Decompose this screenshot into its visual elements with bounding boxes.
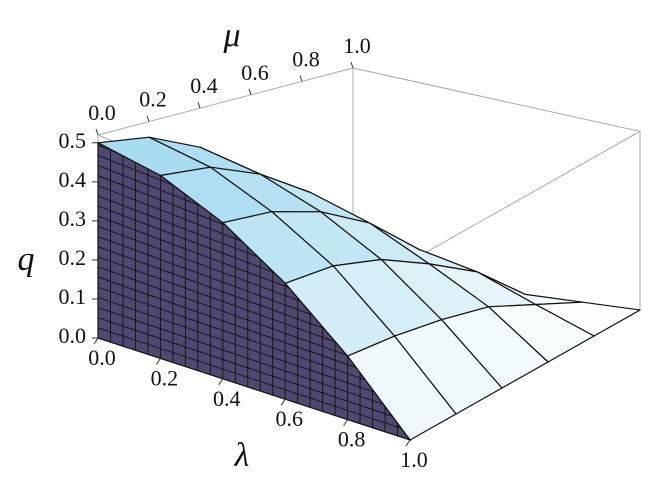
x-tick	[405, 439, 411, 447]
x-tick	[155, 358, 161, 365]
z-tick-label: 0.3	[59, 206, 87, 231]
x-tick	[280, 398, 286, 406]
y-tick	[248, 88, 252, 95]
mesh-line	[98, 296, 410, 405]
y-tick-label: 0.2	[139, 87, 167, 112]
z-tick-label: 0.0	[59, 323, 87, 348]
z-tick-label: 0.4	[59, 167, 87, 192]
z-tick-label: 0.5	[59, 128, 87, 153]
y-tick-label: 0.4	[190, 73, 218, 98]
x-tick-label: 0.2	[151, 365, 179, 390]
x-tick-label: 0.8	[338, 427, 366, 452]
y-tick-label: 1.0	[343, 33, 371, 58]
x-tick	[93, 337, 99, 345]
x-tick-label: 0.4	[213, 386, 241, 411]
y-axis-title: μ	[222, 17, 240, 54]
y-tick	[197, 102, 201, 109]
mesh-line	[98, 307, 410, 414]
y-tick	[299, 75, 303, 82]
box-edge	[97, 67, 354, 136]
x-tick-label: 0.6	[275, 406, 303, 431]
y-tick-label: 0.6	[241, 60, 269, 85]
front-face	[97, 141, 412, 442]
z-axis-title: q	[18, 241, 35, 278]
mesh-line	[98, 317, 410, 423]
box-edge	[409, 130, 641, 262]
y-tick-label: 0.0	[88, 100, 116, 125]
x-tick	[218, 378, 224, 386]
y-tick	[146, 115, 150, 122]
z-tick-label: 0.1	[59, 284, 87, 309]
box-edge	[352, 67, 641, 132]
z-tick-label: 0.2	[59, 245, 87, 270]
y-tick	[95, 128, 99, 136]
y-tick	[350, 61, 354, 69]
x-tick-label: 1.0	[400, 447, 428, 472]
x-tick	[343, 419, 349, 426]
x-tick-label: 0.0	[88, 345, 116, 370]
mesh-line	[98, 327, 410, 432]
x-axis-title: λ	[234, 437, 250, 474]
y-tick-label: 0.8	[292, 46, 320, 71]
mesh-line	[98, 286, 410, 396]
